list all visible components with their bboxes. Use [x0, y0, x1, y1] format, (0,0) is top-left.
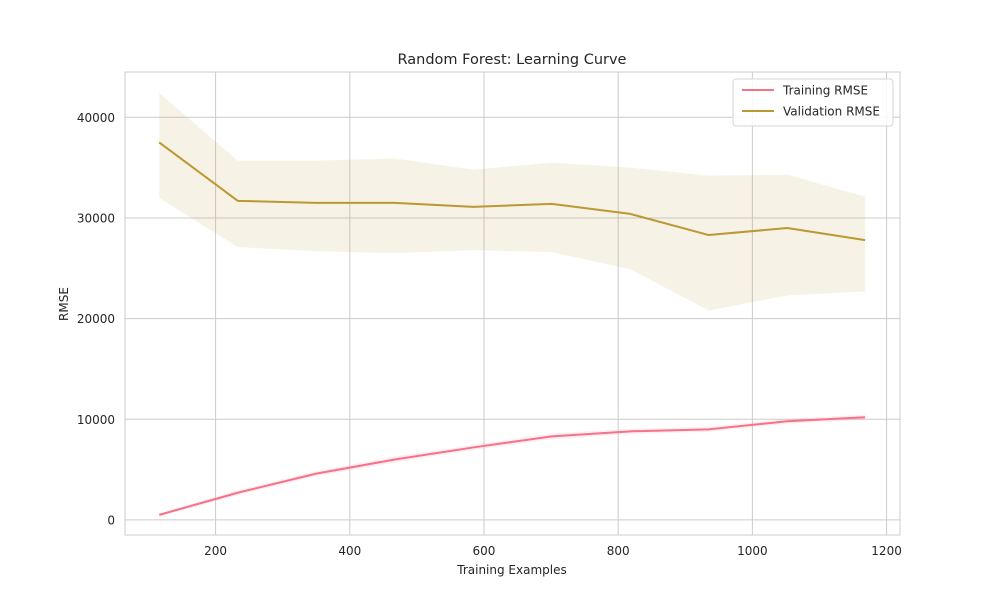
confidence-bands	[159, 93, 866, 517]
x-tick-label: 400	[338, 544, 361, 558]
legend-label-training: Training RMSE	[782, 84, 868, 98]
y-tick-label: 10000	[77, 413, 115, 427]
plot-frame	[124, 71, 901, 536]
x-axis-label: Training Examples	[456, 563, 566, 577]
plot-area	[125, 72, 900, 535]
line-series-0	[158, 416, 866, 516]
y-axis-label: RMSE	[57, 287, 71, 321]
x-tick-label: 1200	[871, 544, 902, 558]
x-tick-label: 1000	[737, 544, 768, 558]
x-tick-label: 600	[473, 544, 496, 558]
y-tick-label: 40000	[77, 111, 115, 125]
x-tick-label: 200	[204, 544, 227, 558]
chart-title: Random Forest: Learning Curve	[398, 52, 627, 68]
band-series-1	[159, 93, 866, 311]
line-series-1	[158, 141, 866, 242]
y-tick-label: 0	[107, 513, 115, 527]
y-tick-labels: 0 10000 20000 30000 40000	[77, 111, 115, 528]
x-tick-labels: 200 400 600 800 1000 1200	[204, 544, 902, 558]
legend: Training RMSE Validation RMSE	[732, 78, 894, 127]
x-tick-label: 800	[607, 544, 630, 558]
y-tick-label: 20000	[77, 312, 115, 326]
series-lines	[158, 141, 866, 516]
legend-label-validation: Validation RMSE	[783, 105, 880, 119]
y-tick-label: 30000	[77, 211, 115, 225]
